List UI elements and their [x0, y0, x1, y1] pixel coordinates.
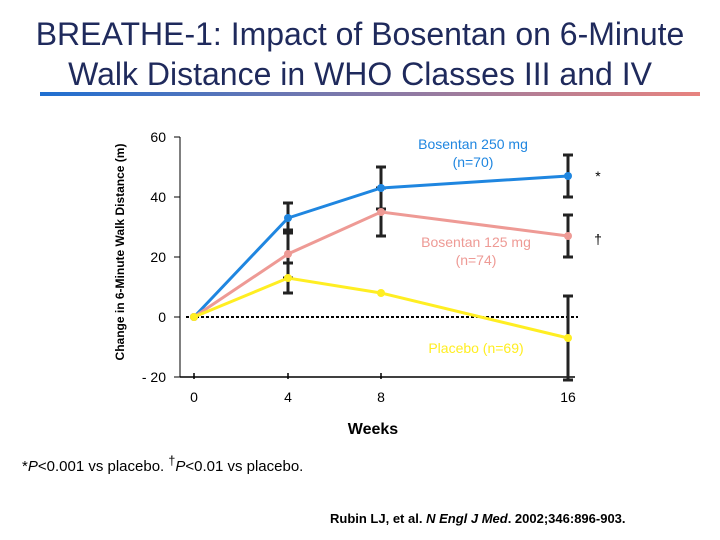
significance-marker: † [594, 231, 602, 247]
series-line [193, 276, 569, 340]
series-line [192, 174, 569, 319]
data-point [377, 184, 385, 192]
data-point [564, 172, 572, 180]
data-point [284, 214, 292, 222]
y-axis-label: Change in 6-Minute Walk Distance (m) [113, 144, 127, 361]
series-label: (n=74) [456, 252, 497, 268]
data-point [377, 289, 385, 297]
x-tick-label: 16 [560, 389, 576, 405]
title-gradient-bar [40, 92, 700, 96]
footnote-p1: P [27, 458, 38, 475]
citation-journal: N Engl J Med [426, 511, 508, 526]
x-tick-label: 4 [284, 389, 292, 405]
footnote-text-2: <0.01 vs placebo. [185, 458, 304, 475]
citation-rest: . 2002;346:896-903. [507, 511, 626, 526]
footnote-star: * [22, 458, 28, 475]
data-point [377, 208, 385, 216]
x-tick-label: 8 [377, 389, 385, 405]
footnote-text-1: <0.001 vs placebo. [37, 458, 169, 475]
footnote-p2: P [175, 458, 186, 475]
data-point [190, 313, 198, 321]
slide-title: BREATHE-1: Impact of Bosentan on 6-Minut… [0, 14, 720, 94]
series-label: Bosentan 250 mg [418, 136, 528, 152]
footnote-dagger: † [168, 454, 176, 468]
series-label: (n=70) [453, 154, 494, 170]
y-tick-label: 20 [150, 249, 166, 265]
y-tick-label: 40 [150, 189, 166, 205]
y-tick-label: 0 [158, 309, 166, 325]
title-line-2: Walk Distance in WHO Classes III and IV [68, 56, 652, 92]
series-label: Bosentan 125 mg [421, 234, 531, 250]
y-tick-label: - 20 [142, 369, 166, 385]
series-label: Placebo (n=69) [428, 340, 523, 356]
x-axis-label: Weeks [348, 421, 399, 438]
y-tick-label: 60 [150, 129, 166, 145]
series-line [193, 210, 569, 319]
citation-authors: Rubin LJ, et al. [330, 511, 427, 526]
significance-marker: * [595, 168, 601, 184]
data-point [564, 334, 572, 342]
data-point [284, 274, 292, 282]
footnote: *P<0.001 vs placebo. †P<0.01 vs placebo. [22, 454, 303, 475]
title-line-1: BREATHE-1: Impact of Bosentan on 6-Minut… [35, 16, 685, 52]
citation: Rubin LJ, et al. N Engl J Med. 2002;346:… [330, 511, 626, 526]
data-point [564, 232, 572, 240]
x-tick-label: 0 [190, 389, 198, 405]
data-point [284, 250, 292, 258]
